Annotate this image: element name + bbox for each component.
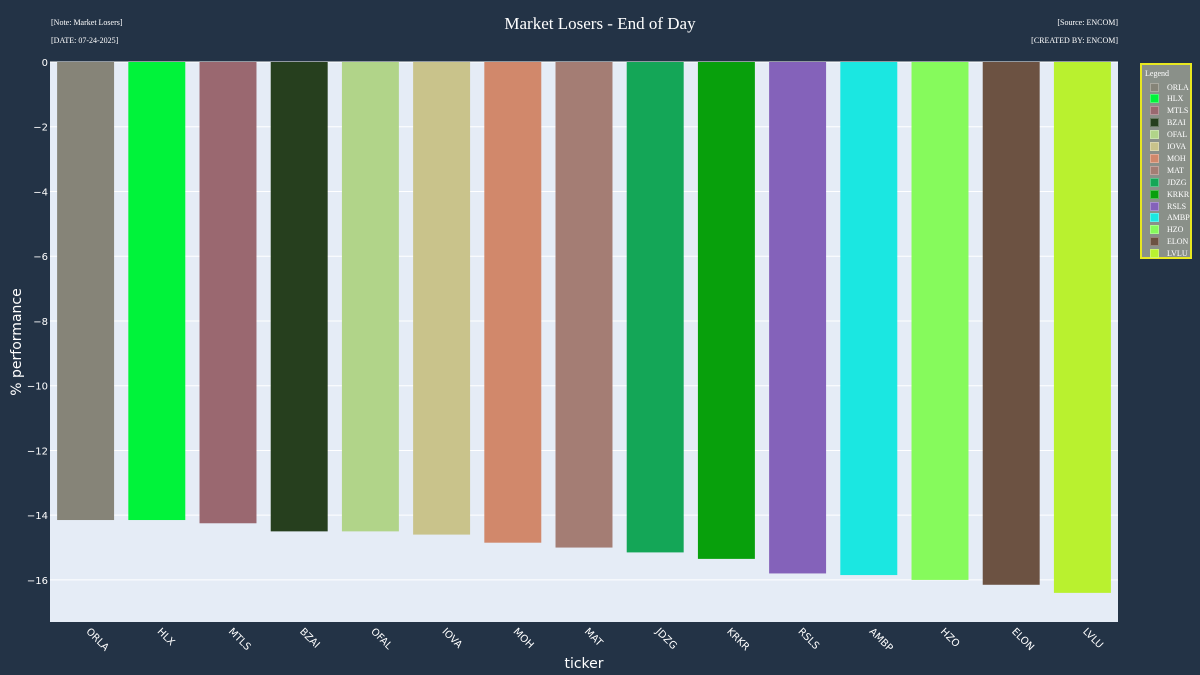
legend-swatch [1150, 118, 1159, 128]
legend-label: OFAL [1167, 130, 1188, 140]
legend-label: ELON [1167, 237, 1189, 247]
bar-mtls[interactable] [199, 62, 257, 524]
legend-item-ambp[interactable]: AMBP [1150, 213, 1190, 223]
legend-item-orla[interactable]: ORLA [1150, 82, 1189, 92]
legend-label: HZO [1167, 225, 1184, 235]
legend-label: IOVA [1167, 142, 1186, 151]
legend-label: JDZG [1167, 177, 1187, 187]
legend-swatch [1150, 189, 1159, 199]
x-tick-label: BZAI [297, 626, 321, 650]
legend-label: LVLU [1167, 249, 1188, 259]
legend-swatch [1150, 94, 1159, 104]
x-tick-label: ELON [1009, 626, 1036, 653]
legend-swatch [1150, 177, 1159, 187]
bar-jdzg[interactable] [626, 62, 684, 553]
legend-label: RSLS [1167, 201, 1187, 211]
legend-swatch [1150, 249, 1159, 259]
y-tick-label: 0 [42, 58, 48, 69]
bar-iova[interactable] [413, 62, 471, 535]
bar-ambp[interactable] [840, 62, 898, 576]
legend-item-ofal[interactable]: OFAL [1150, 130, 1187, 140]
legend-item-mtls[interactable]: MTLS [1150, 106, 1188, 116]
bar-bzai[interactable] [270, 62, 328, 532]
legend-swatch [1150, 82, 1159, 92]
bar-hlx[interactable] [128, 62, 186, 521]
source-label: [Source: ENCOM] [1057, 18, 1118, 27]
bar-lvlu[interactable] [1053, 62, 1111, 593]
legend-label: MAT [1167, 165, 1184, 175]
legend-item-lvlu[interactable]: LVLU [1150, 249, 1188, 259]
legend-label: AMBP [1167, 213, 1190, 223]
legend-item-rsls[interactable]: RSLS [1150, 201, 1186, 211]
x-tick-label: KRKR [724, 626, 751, 653]
bar-mat[interactable] [555, 62, 613, 548]
x-axis-label: ticker [564, 656, 603, 672]
x-tick-label: AMBP [867, 626, 895, 654]
y-tick-label: −10 [27, 382, 48, 393]
x-tick-label: HLX [155, 626, 177, 648]
legend-item-moh[interactable]: MOH [1150, 153, 1186, 163]
y-tick-label: −14 [27, 511, 48, 522]
bar-moh[interactable] [484, 62, 542, 543]
legend-swatch [1150, 130, 1159, 140]
legend-item-hzo[interactable]: HZO [1150, 225, 1183, 235]
note-label: [Note: Market Losers] [51, 18, 123, 27]
legend-label: MOH [1167, 153, 1186, 163]
legend-item-jdzg[interactable]: JDZG [1150, 177, 1187, 187]
y-tick-label: −16 [27, 576, 48, 587]
bar-elon[interactable] [982, 62, 1040, 585]
legend-swatch [1150, 201, 1159, 211]
legend: Legend ORLA HLX MTLS BZAI OFAL IOVA MOH MAT JDZG… [1140, 63, 1192, 259]
legend-label: ORLA [1167, 82, 1189, 92]
legend-swatch [1150, 237, 1159, 247]
y-tick-label: −6 [33, 252, 48, 263]
x-tick-label: JDZG [652, 626, 678, 652]
x-tick-label: LVLU [1080, 626, 1105, 651]
legend-item-mat[interactable]: MAT [1150, 165, 1184, 175]
x-tick-label: IOVA [439, 626, 464, 651]
x-tick-label: ORLA [83, 626, 110, 653]
legend-swatch [1150, 225, 1159, 235]
bar-rsls[interactable] [769, 62, 827, 574]
x-tick-label: MTLS [226, 626, 253, 653]
legend-label: KRKR [1167, 189, 1190, 199]
legend-title: Legend [1145, 69, 1169, 78]
legend-swatch [1150, 165, 1159, 175]
legend-swatch [1150, 106, 1159, 116]
legend-swatch [1150, 142, 1159, 151]
bar-hzo[interactable] [911, 62, 969, 580]
chart-title: Market Losers - End of Day [504, 14, 696, 33]
legend-item-krkr[interactable]: KRKR [1150, 189, 1189, 199]
bar-krkr[interactable] [697, 62, 755, 559]
x-tick-label: MOH [511, 626, 536, 651]
bar-orla[interactable] [57, 62, 115, 521]
legend-swatch [1150, 153, 1159, 163]
bar-ofal[interactable] [341, 62, 399, 532]
y-axis-label: % performance [9, 288, 25, 395]
legend-item-bzai[interactable]: BZAI [1150, 118, 1186, 128]
x-tick-label: MAT [582, 626, 605, 649]
y-tick-label: −4 [33, 187, 48, 198]
x-tick-label: OFAL [368, 626, 394, 652]
legend-label: MTLS [1167, 106, 1189, 116]
created-by-label: [CREATED BY: ENCOM] [1031, 36, 1118, 45]
legend-label: HLX [1167, 94, 1184, 104]
x-tick-label: HZO [938, 626, 962, 650]
x-tick-label: RSLS [795, 626, 821, 652]
y-tick-label: −12 [27, 446, 48, 457]
legend-swatch [1150, 213, 1159, 223]
y-tick-label: −8 [33, 317, 48, 328]
legend-label: BZAI [1167, 118, 1186, 128]
legend-item-hlx[interactable]: HLX [1150, 94, 1183, 104]
legend-item-iova[interactable]: IOVA [1150, 142, 1186, 152]
y-tick-label: −2 [33, 123, 48, 134]
date-label: [DATE: 07-24-2025] [51, 36, 119, 45]
legend-item-elon[interactable]: ELON [1150, 237, 1188, 247]
